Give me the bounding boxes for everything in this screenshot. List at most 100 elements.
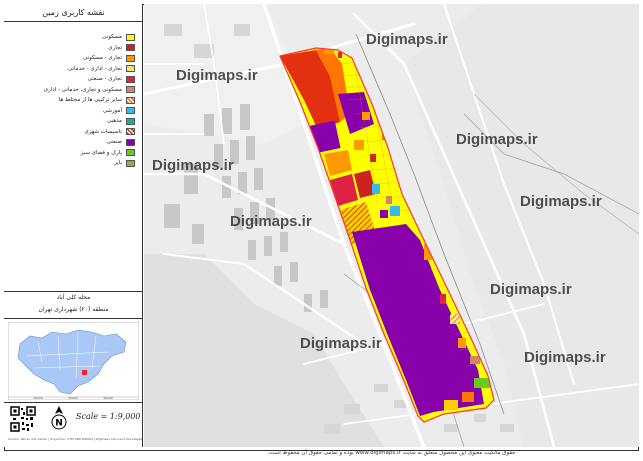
watermark-text: Digimaps.ir: [230, 213, 312, 230]
legend: مسکونی تجاری تجاری - مسکونی تجاری - اداری -…: [4, 28, 143, 288]
legend-swatch: [126, 54, 135, 62]
parcel-commercial-industrial[interactable]: [338, 52, 342, 58]
north-letter: N: [55, 419, 63, 429]
watermark-text: Digimaps.ir: [152, 157, 234, 174]
legend-swatch: [126, 65, 135, 72]
parcel-industrial[interactable]: [380, 210, 388, 218]
parcel-urban-facility[interactable]: [450, 314, 460, 324]
legend-label: پارک و فضای سبز: [80, 149, 122, 156]
legend-swatch: [126, 149, 135, 156]
district-name: منطقه (۲۰) شهرداری تهران: [38, 306, 109, 313]
legend-item: آموزشی: [103, 106, 135, 116]
watermark-text: Digimaps.ir: [490, 281, 572, 298]
scale-label: Scale = 1:9,000: [76, 412, 141, 421]
watermark-text: Digimaps.ir: [520, 193, 602, 210]
parcel-commercial-industrial[interactable]: [330, 174, 358, 206]
parcel-green-space[interactable]: [474, 378, 490, 388]
legend-item: بایر: [114, 158, 135, 168]
legend-swatch: [126, 96, 135, 104]
parcel-commercial-residential[interactable]: [362, 112, 370, 120]
parcel-commercial-residential[interactable]: [424, 244, 432, 260]
legend-item: تجاری: [108, 43, 135, 53]
legend-label: تجاری - اداری - خدماتی: [67, 65, 122, 72]
legend-swatch: [126, 33, 135, 41]
legend-item: تجاری - اداری - خدماتی: [68, 64, 135, 74]
qr-code-icon: [10, 406, 36, 432]
legend-label: تاسیسات شهری: [84, 128, 122, 135]
legend-swatch: [126, 128, 135, 135]
parcel-industrial-large[interactable]: [352, 224, 484, 416]
inset-tick-label: 30000: [103, 396, 113, 400]
legend-item: سایر ترکیبی ها از مختلط ها: [59, 95, 135, 105]
parcel-commercial-industrial[interactable]: [440, 294, 446, 304]
source-note: Source: Tehran GIS Center | Projection: …: [8, 437, 142, 441]
inset-tick-label: 10000: [33, 396, 43, 400]
parcel-commercial[interactable]: [280, 50, 340, 130]
parcel-education[interactable]: [372, 184, 380, 194]
parcel-commercial[interactable]: [354, 170, 376, 198]
parcel-commercial-office[interactable]: [444, 400, 458, 410]
legend-item: تجاری - مسکونی: [83, 53, 135, 63]
legend-item: مسکونی و تجاری، خدماتی - اداری: [44, 85, 135, 95]
legend-item: مسکونی: [102, 32, 135, 42]
legend-item: تاسیسات شهری: [85, 127, 135, 137]
watermark-text: Digimaps.ir: [456, 131, 538, 148]
legend-label: تجاری: [108, 44, 122, 51]
parcel-industrial[interactable]: [338, 92, 374, 134]
parcel-commercial[interactable]: [370, 154, 376, 162]
railway-line: [473, 93, 639, 235]
legend-label: آموزشی: [102, 107, 122, 114]
district-borders: [25, 331, 109, 379]
legend-label: مسکونی: [102, 34, 122, 40]
parcel-commercial-residential[interactable]: [354, 140, 364, 150]
basemap-block: [144, 4, 304, 144]
tehran-districts-shape: [17, 329, 127, 395]
building-footprints: [164, 104, 328, 312]
parcel-commercial-residential[interactable]: [462, 392, 474, 402]
copyright-notice: حقوق مالکیت معنوی این محصول متعلق به سای…: [267, 450, 516, 456]
neighborhood-name: محله کلی آباد: [56, 294, 91, 301]
legend-title: نقشه کاربری زمین: [4, 4, 143, 22]
panel-divider: [4, 318, 143, 319]
legend-label: بایر: [114, 160, 122, 166]
legend-item: تجاری - صنعتی: [88, 74, 135, 84]
parcel-commercial-residential[interactable]: [324, 150, 352, 176]
side-panel: نقشه کاربری زمین مسکونی تجاری تجاری - مسکو…: [4, 4, 143, 447]
watermark-text: Digimaps.ir: [366, 31, 448, 48]
legend-label: مذهبی: [107, 118, 122, 124]
legend-swatch: [126, 75, 135, 83]
parcel-education[interactable]: [390, 206, 400, 216]
parcel-commercial-residential[interactable]: [324, 48, 334, 54]
building-footprints: [164, 24, 514, 434]
legend-swatch: [126, 117, 135, 125]
watermark-text: Digimaps.ir: [524, 349, 606, 366]
location-marker: [82, 370, 87, 375]
railway-line: [355, 33, 505, 415]
legend-label: تجاری - صنعتی: [87, 76, 122, 82]
legend-label: مسکونی و تجاری، خدماتی - اداری: [43, 86, 122, 93]
inset-locator-map: 10000 20000 30000: [8, 322, 139, 400]
north-arrow-icon: N: [51, 406, 67, 430]
panel-divider: [4, 291, 143, 292]
parcel-commercial-residential[interactable]: [458, 338, 466, 348]
basemap-block: [144, 254, 384, 447]
legend-label: صنعتی: [106, 139, 122, 145]
legend-label: تجاری - مسکونی: [82, 55, 122, 61]
legend-swatch: [126, 107, 135, 114]
legend-label: سایر ترکیبی ها از مختلط ها: [58, 97, 122, 103]
legend-swatch: [126, 44, 135, 51]
parcel-mixed[interactable]: [386, 196, 392, 204]
legend-item: صنعتی: [107, 137, 135, 147]
land-use-map[interactable]: Digimaps.ir Digimaps.ir Digimaps.ir Digi…: [144, 4, 639, 447]
legend-swatch: [126, 138, 135, 146]
watermark-text: Digimaps.ir: [300, 335, 382, 352]
parcel-mixed[interactable]: [470, 356, 480, 364]
panel-divider: [4, 402, 143, 403]
legend-swatch: [126, 159, 135, 167]
railway-line: [463, 113, 639, 215]
legend-item: پارک و فضای سبز: [81, 148, 135, 158]
legend-swatch: [126, 86, 135, 93]
neighborhood-boundary: [279, 47, 495, 423]
inset-tick-label: 20000: [68, 396, 78, 400]
watermark-text: Digimaps.ir: [176, 67, 258, 84]
